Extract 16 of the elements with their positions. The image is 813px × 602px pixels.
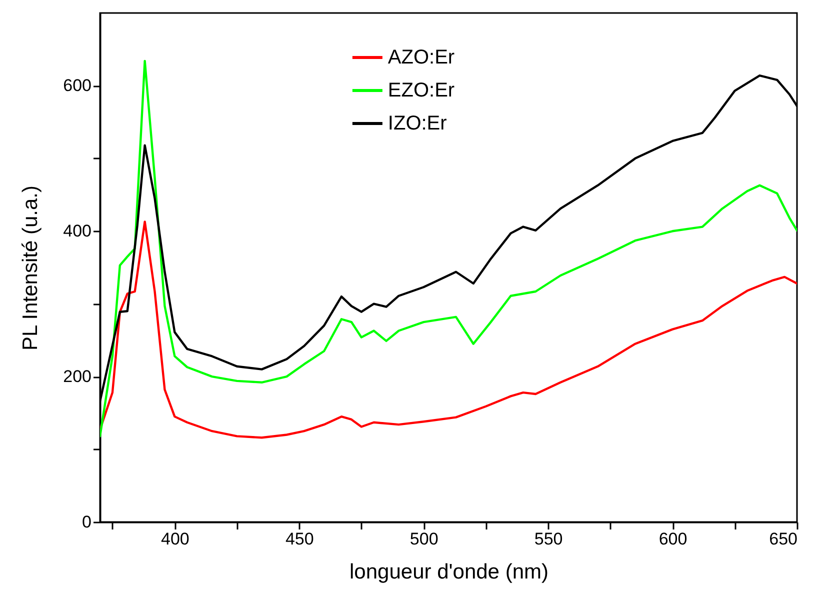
- x-axis-title: longueur d'onde (nm): [350, 560, 548, 584]
- y-axis-title: PL Intensité (u.a.): [19, 186, 42, 350]
- legend-label: AZO:Er: [388, 46, 455, 68]
- legend-label: IZO:Er: [388, 112, 448, 134]
- y-tick-label: 600: [63, 76, 92, 96]
- y-tick-label: 400: [63, 222, 92, 241]
- x-tick-label: 450: [285, 530, 314, 548]
- y-tick-label: 0: [82, 512, 92, 532]
- line-series: [100, 220, 797, 439]
- x-tick-label: 600: [658, 530, 688, 548]
- x-tick-label: 650: [769, 530, 798, 548]
- x-tick-label: 500: [410, 530, 438, 548]
- x-tick-label: 550: [534, 530, 563, 548]
- y-tick-label: 200: [63, 367, 92, 386]
- legend-label: EZO:Er: [388, 80, 455, 102]
- x-tick-label: 400: [160, 530, 190, 548]
